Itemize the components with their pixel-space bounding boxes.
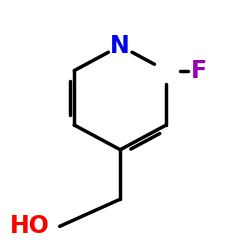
- Text: HO: HO: [10, 214, 50, 238]
- Text: F: F: [190, 58, 206, 82]
- Text: N: N: [110, 34, 130, 58]
